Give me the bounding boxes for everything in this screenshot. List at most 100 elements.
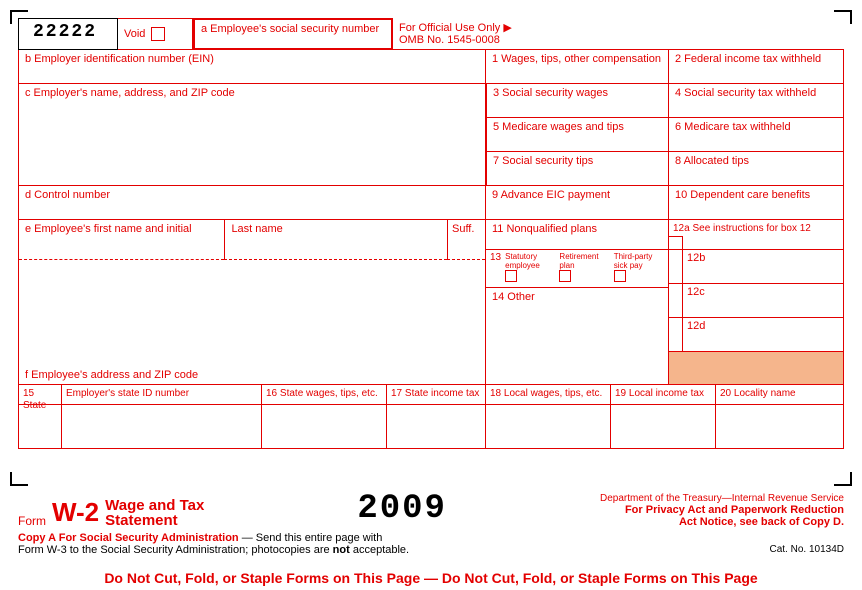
box-12c: 12c	[669, 284, 844, 318]
footer-title2: Statement	[105, 513, 204, 528]
void-checkbox[interactable]	[151, 27, 165, 41]
footer-form: Form	[18, 514, 46, 528]
box-9-label: 9 Advance EIC payment	[492, 189, 610, 201]
r1c5[interactable]	[486, 405, 611, 427]
box-10: 10 Dependent care benefits	[669, 186, 844, 220]
box-b: b Employer identification number (EIN)	[18, 50, 486, 84]
r2c5[interactable]	[486, 427, 611, 449]
r1c7[interactable]	[716, 405, 844, 427]
corner-bl	[10, 472, 28, 486]
footer-copyA4: acceptable.	[350, 544, 409, 556]
box-13: 13 Statutory employee Retirement plan Th…	[486, 250, 669, 288]
checkbox-statutory[interactable]	[505, 270, 517, 282]
box-12-orange	[669, 352, 844, 385]
footer: Form W-2 Wage and Tax Statement 2009 Dep…	[18, 490, 844, 586]
box-16: 16 State wages, tips, etc.	[262, 385, 387, 405]
box-9: 9 Advance EIC payment	[486, 186, 669, 220]
b13-stat: Statutory employee	[505, 252, 555, 270]
r2c4[interactable]	[387, 427, 486, 449]
box-1-label: 1 Wages, tips, other compensation	[492, 53, 661, 65]
box-a-label: a Employee's social security number	[201, 23, 379, 35]
checkbox-thirdparty[interactable]	[614, 270, 626, 282]
b18-label: 18 Local wages, tips, etc.	[490, 388, 602, 399]
r2c6[interactable]	[611, 427, 716, 449]
b15-id-label: Employer's state ID number	[66, 388, 189, 399]
footer-w2: W-2	[52, 497, 99, 528]
checkbox-retirement[interactable]	[559, 270, 571, 282]
box-12a-label: 12a See instructions for box 12	[673, 223, 811, 234]
box-7: 7 Social security tips	[486, 152, 669, 186]
r1c3[interactable]	[262, 405, 387, 427]
box-14-label: 14 Other	[492, 291, 535, 303]
r1c2[interactable]	[62, 405, 262, 427]
b19-label: 19 Local income tax	[615, 388, 704, 399]
box-8-label: 8 Allocated tips	[675, 155, 749, 167]
r2c3[interactable]	[262, 427, 387, 449]
footer-not: not	[333, 544, 350, 556]
box-12a: 12a See instructions for box 12	[669, 220, 844, 250]
footer-warn: Do Not Cut, Fold, or Staple Forms on Thi…	[18, 570, 844, 586]
box-e-last: Last name	[231, 223, 282, 235]
footer-year: 2009	[357, 490, 447, 528]
box-7-label: 7 Social security tips	[493, 155, 593, 167]
box-d: d Control number	[18, 186, 486, 220]
r1c4[interactable]	[387, 405, 486, 427]
box-d-label: d Control number	[25, 189, 110, 201]
box-2: 2 Federal income tax withheld	[669, 50, 844, 84]
code-c	[669, 284, 683, 317]
box-17: 17 State income tax	[387, 385, 486, 405]
footer-dept: Department of the Treasury—Internal Reve…	[600, 493, 844, 504]
box-e-first: e Employee's first name and initial	[25, 223, 192, 235]
box-c: c Employer's name, address, and ZIP code	[18, 84, 486, 186]
box-4: 4 Social security tax withheld	[669, 84, 844, 118]
r2c7[interactable]	[716, 427, 844, 449]
footer-title1: Wage and Tax	[105, 498, 204, 513]
box-12c-label: 12c	[687, 286, 705, 298]
official-use: For Official Use Only ▶ OMB No. 1545-000…	[393, 18, 844, 50]
box-6-label: 6 Medicare tax withheld	[675, 121, 791, 133]
box-6: 6 Medicare tax withheld	[669, 118, 844, 152]
form-number-box: 22222	[18, 18, 118, 50]
box-20: 20 Locality name	[716, 385, 844, 405]
r1c1[interactable]	[18, 405, 62, 427]
omb-label: OMB No. 1545-0008	[399, 34, 838, 46]
box-13-num: 13	[490, 252, 501, 285]
box-11: 11 Nonqualified plans	[486, 220, 669, 250]
box-f-label: f Employee's address and ZIP code	[25, 369, 198, 381]
box-12b-label: 12b	[687, 252, 705, 264]
footer-cat: Cat. No. 10134D	[770, 544, 845, 556]
corner-br	[834, 472, 852, 486]
box-12d: 12d	[669, 318, 844, 352]
box-2-label: 2 Federal income tax withheld	[675, 53, 821, 65]
box-10-label: 10 Dependent care benefits	[675, 189, 810, 201]
box-15-id: Employer's state ID number	[62, 385, 262, 405]
b16-label: 16 State wages, tips, etc.	[266, 388, 378, 399]
footer-copyA: Copy A For Social Security Administratio…	[18, 532, 239, 544]
box-11-label: 11 Nonqualified plans	[492, 223, 597, 235]
b17-label: 17 State income tax	[391, 388, 479, 399]
void-cell: Void	[118, 18, 193, 50]
official-label: For Official Use Only ▶	[399, 21, 838, 34]
code-b	[669, 250, 683, 283]
box-3-label: 3 Social security wages	[493, 87, 608, 99]
footer-priv1: For Privacy Act and Paperwork Reduction	[600, 504, 844, 516]
box-14: 14 Other	[486, 288, 669, 385]
box-12d-label: 12d	[687, 320, 705, 332]
box-3: 3 Social security wages	[486, 84, 669, 118]
code-d	[669, 318, 683, 351]
box-12b: 12b	[669, 250, 844, 284]
form-number: 22222	[25, 20, 105, 44]
void-label: Void	[124, 28, 145, 40]
box-5: 5 Medicare wages and tips	[486, 118, 669, 152]
b20-label: 20 Locality name	[720, 388, 796, 399]
box-e-f: e Employee's first name and initial Last…	[18, 220, 486, 385]
footer-copyA2: — Send this entire page with	[239, 532, 383, 544]
r2c1[interactable]	[18, 427, 62, 449]
r2c2[interactable]	[62, 427, 262, 449]
r1c6[interactable]	[611, 405, 716, 427]
box-8: 8 Allocated tips	[669, 152, 844, 186]
box-b-label: b Employer identification number (EIN)	[25, 53, 214, 65]
footer-copyA3: Form W-3 to the Social Security Administ…	[18, 544, 333, 556]
box-1: 1 Wages, tips, other compensation	[486, 50, 669, 84]
box-c-label: c Employer's name, address, and ZIP code	[25, 87, 235, 99]
